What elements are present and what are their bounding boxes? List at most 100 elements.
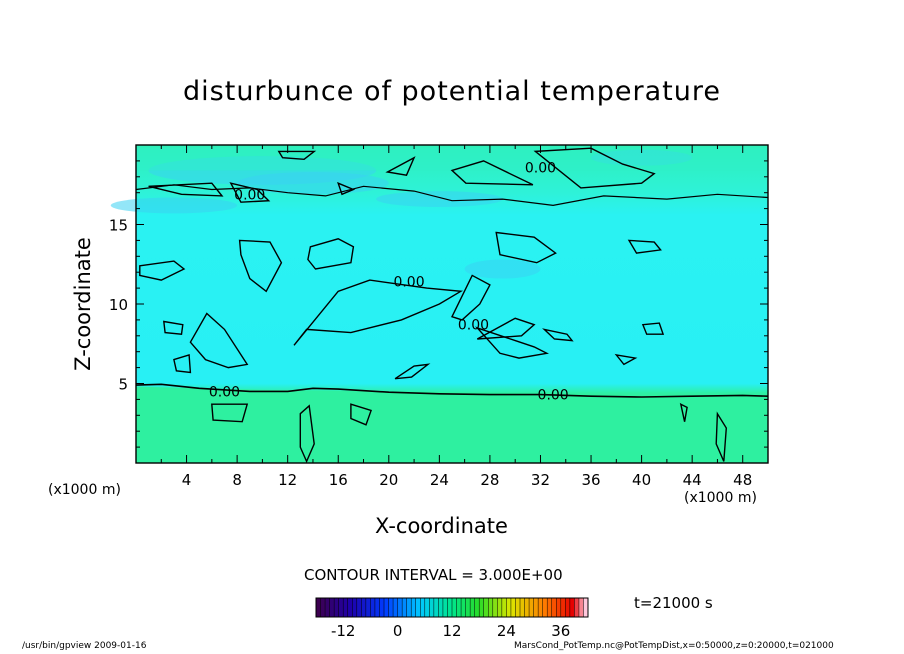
colorbar-cell	[578, 598, 584, 617]
colorbar-cell	[411, 598, 417, 617]
colorbar-tick-label: 0	[393, 622, 403, 640]
colorbar-cell	[488, 598, 494, 617]
chart-title: disturbunce of potential temperature	[183, 76, 721, 107]
colorbar-cell	[474, 598, 480, 617]
y-tick-label: 15	[109, 217, 128, 235]
colorbar-cell	[501, 598, 507, 617]
contour-label: 0.00	[209, 384, 240, 400]
colorbar-cell	[533, 598, 539, 617]
contour-line-19	[385, 156, 416, 176]
colorbar-cell	[483, 598, 489, 617]
contour-interval-text: CONTOUR INTERVAL = 3.000E+00	[304, 566, 563, 584]
colorbar-cell	[397, 598, 403, 617]
colorbar-cell	[343, 598, 349, 617]
colorbar-cell	[542, 598, 548, 617]
x-unit-left: (x1000 m)	[48, 482, 121, 498]
colorbar-cell	[334, 598, 339, 617]
contour-label: 0.00	[234, 187, 265, 203]
colorbar-cell	[551, 598, 557, 617]
x-tick-label: 48	[733, 471, 752, 489]
contour-line-18	[715, 411, 728, 462]
colorbar-cell	[447, 598, 453, 617]
colorbar-cell	[393, 598, 398, 617]
colorbar-cell	[470, 598, 475, 617]
footer-right: MarsCond_PotTemp.nc@PotTempDist,x=0:5000…	[514, 641, 834, 651]
colorbar-cell	[538, 598, 543, 617]
y-tick-label: 10	[109, 296, 128, 314]
contour-line-0	[307, 238, 355, 270]
field-layer	[110, 145, 768, 463]
colorbar-cell	[316, 598, 321, 617]
colorbar-cell	[465, 598, 471, 617]
colorbar-cell	[492, 598, 498, 617]
colorbar-cell	[456, 598, 462, 617]
colorbar-cell	[547, 598, 553, 617]
colorbar-cell	[442, 598, 448, 617]
colorbar-cell	[365, 598, 371, 617]
y-tick-label: 5	[118, 376, 128, 394]
colorbar-cell	[429, 598, 435, 617]
x-tick-label: 16	[329, 471, 348, 489]
negative-patch-2	[110, 197, 238, 214]
footer-left: /usr/bin/gpview 2009-01-16	[22, 641, 147, 651]
contour-line-2	[238, 239, 283, 293]
lower-positive-layer	[136, 386, 768, 463]
colorbar-cell	[379, 598, 385, 617]
contour-line-15	[350, 403, 373, 426]
contour-line-12	[614, 353, 638, 366]
colorbar-cell	[529, 598, 534, 617]
colorbar-cell	[438, 598, 444, 617]
x-tick-label: 4	[182, 471, 192, 489]
contour-line-13	[173, 353, 192, 374]
colorbar-cell	[583, 598, 589, 617]
colorbar-cell	[415, 598, 421, 617]
colorbar-tick-label: 24	[497, 622, 516, 640]
colorbar-cell	[347, 598, 353, 617]
colorbar-cell	[560, 598, 566, 617]
contour-line-5	[293, 279, 464, 346]
colorbar-tick-label: -12	[331, 622, 356, 640]
contour-line-10	[476, 317, 536, 340]
contour-line-20	[450, 160, 534, 186]
contour-line-17	[299, 404, 315, 464]
x-tick-label: 24	[430, 471, 449, 489]
colorbar-frame	[315, 597, 589, 618]
colorbar-cell	[384, 598, 389, 617]
colorbar-tick-label: 36	[551, 622, 570, 640]
colorbar-cell	[370, 598, 376, 617]
contour-line-6	[451, 274, 491, 321]
contour-label: 0.00	[393, 275, 424, 291]
contour-line-14	[211, 403, 249, 423]
colorbar-cell	[506, 598, 512, 617]
contour-zero-upper	[135, 184, 769, 207]
contour-label: 0.00	[458, 318, 489, 334]
colorbar-cell	[524, 598, 530, 617]
negative-patch-5	[464, 259, 541, 279]
contour-line-3	[495, 231, 557, 264]
colorbar-tick-label: 12	[442, 622, 461, 640]
colorbar-cell	[338, 598, 344, 617]
x-tick-label: 8	[232, 471, 242, 489]
colorbar-cell	[556, 598, 562, 617]
contour-line-16	[679, 402, 688, 422]
colorbar-cell	[320, 598, 326, 617]
colorbar-cell	[515, 598, 521, 617]
colorbar-cell	[574, 598, 580, 617]
colorbar-cell	[433, 598, 439, 617]
contour-line-1	[139, 260, 186, 281]
contour-line-22	[148, 182, 224, 197]
colorbar-cell	[569, 598, 575, 617]
time-label: t=21000 s	[634, 594, 713, 612]
contour-label: 0.00	[525, 160, 556, 176]
colorbar-cell	[565, 598, 571, 617]
x-axis-label: X-coordinate	[375, 514, 508, 538]
contour-line-27	[542, 328, 574, 342]
colorbar-cell	[388, 598, 394, 617]
colorbar-cell	[352, 598, 358, 617]
colorbar-cell	[510, 598, 516, 617]
colorbar-cell	[461, 598, 466, 617]
colorbar-cell	[497, 598, 503, 617]
contour-line-9	[394, 363, 431, 380]
y-axis-label: Z-coordinate	[71, 237, 95, 371]
